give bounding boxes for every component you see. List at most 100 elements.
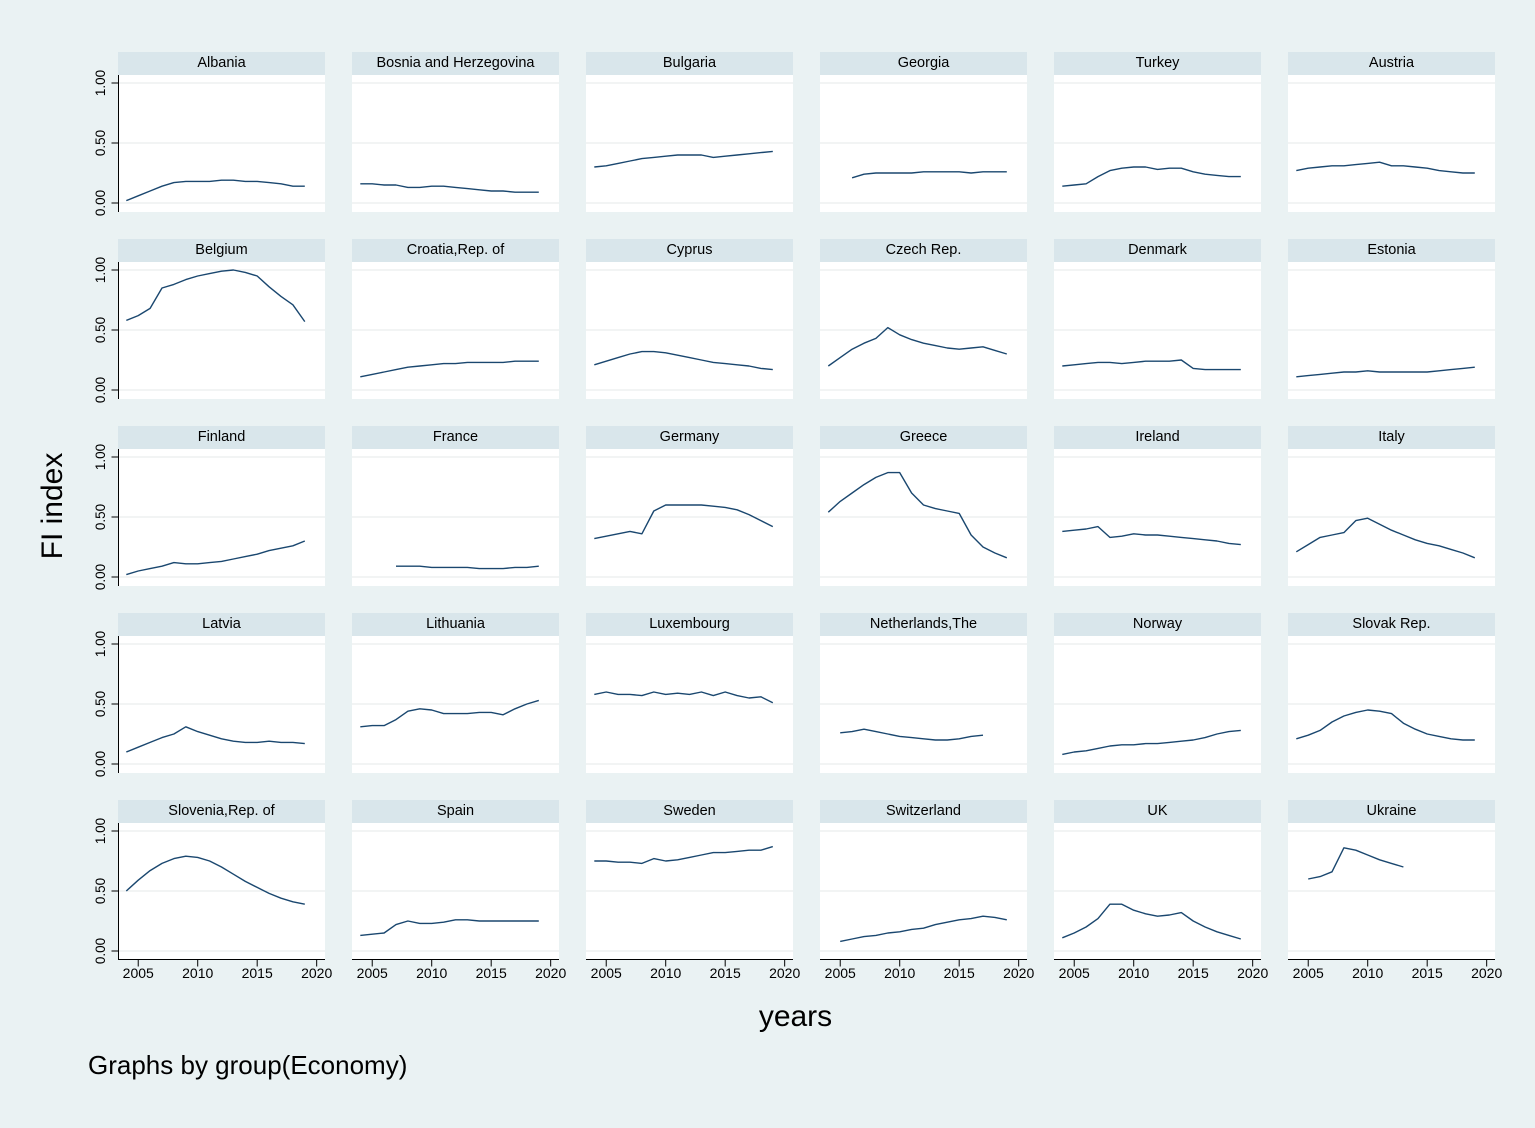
panel-title: Estonia	[1288, 239, 1495, 262]
panel-plot	[1288, 262, 1495, 399]
x-tick-label: 2010	[1352, 965, 1384, 981]
panel-georgia: Georgia	[820, 52, 1027, 212]
panel-title: Slovenia,Rep. of	[118, 800, 325, 823]
panel-ukraine: Ukraine 2005 2010 2015 2020	[1288, 800, 1502, 981]
panel-title: Germany	[586, 426, 793, 449]
panel-plot: 0.00 0.50 1.00 2005 2010 2015 2020	[93, 818, 332, 981]
panel-title: France	[352, 426, 559, 449]
panel-switzerland: Switzerland 2005 2010 2015 2020	[820, 800, 1034, 981]
x-tick-label: 2005	[1058, 965, 1090, 981]
panel-title: Luxembourg	[586, 613, 793, 636]
panel-plot	[820, 262, 1027, 399]
panel-title: Georgia	[820, 52, 1027, 75]
x-tick-label: 2010	[416, 965, 448, 981]
panel-plot	[352, 75, 559, 212]
x-tick-label: 2015	[943, 965, 975, 981]
panel-plot	[586, 636, 793, 773]
x-tick-label: 2020	[301, 965, 333, 981]
panel-title: Switzerland	[820, 800, 1027, 823]
x-tick-label: 2020	[1003, 965, 1035, 981]
panel-spain: Spain 2005 2010 2015 2020	[352, 800, 566, 981]
panel-title: Ukraine	[1288, 800, 1495, 823]
panel-sweden: Sweden 2005 2010 2015 2020	[586, 800, 800, 981]
x-tick-label: 2010	[182, 965, 214, 981]
panel-title: Sweden	[586, 800, 793, 823]
panel-title: Spain	[352, 800, 559, 823]
panel-slovak-rep-: Slovak Rep.	[1288, 613, 1495, 773]
panel-latvia: Latvia 0.00 0.50 1.00	[93, 613, 325, 777]
x-tick-label: 2005	[1292, 965, 1324, 981]
panel-plot	[586, 262, 793, 399]
y-tick-label: 0.00	[93, 563, 108, 591]
panel-title: Norway	[1054, 613, 1261, 636]
panel-plot: 0.00 0.50 1.00	[93, 70, 325, 216]
x-tick-label: 2010	[1118, 965, 1150, 981]
x-tick-label: 2015	[241, 965, 273, 981]
panel-title: Finland	[118, 426, 325, 449]
panel-title: Bulgaria	[586, 52, 793, 75]
panel-belgium: Belgium 0.00 0.50 1.00	[93, 239, 325, 403]
panel-plot	[820, 75, 1027, 212]
panel-bosnia-and-herzegovina: Bosnia and Herzegovina	[352, 52, 559, 212]
y-tick-label: 0.50	[93, 503, 108, 531]
panel-norway: Norway	[1054, 613, 1261, 773]
x-tick-label: 2015	[1177, 965, 1209, 981]
panel-title: Greece	[820, 426, 1027, 449]
panel-title: Bosnia and Herzegovina	[352, 52, 559, 75]
panel-plot	[586, 449, 793, 586]
panel-plot: 2005 2010 2015 2020	[1054, 823, 1268, 981]
panel-grid: Albania 0.00 0.50 1.00 Bosnia and Herzegov…	[93, 52, 1502, 981]
x-tick-label: 2020	[769, 965, 801, 981]
panel-czech-rep-: Czech Rep.	[820, 239, 1027, 399]
panel-title: Czech Rep.	[820, 239, 1027, 262]
y-tick-label: 1.00	[93, 69, 108, 97]
panel-title: Ireland	[1054, 426, 1261, 449]
panel-title: Netherlands,The	[820, 613, 1027, 636]
panel-plot	[586, 75, 793, 212]
panel-turkey: Turkey	[1054, 52, 1261, 212]
panel-finland: Finland 0.00 0.50 1.00	[93, 426, 325, 590]
panel-luxembourg: Luxembourg	[586, 613, 793, 773]
panel-plot	[820, 449, 1027, 586]
panel-plot	[1288, 636, 1495, 773]
y-tick-label: 1.00	[93, 630, 108, 658]
panel-plot	[1054, 262, 1261, 399]
x-tick-label: 2020	[1237, 965, 1269, 981]
x-tick-label: 2005	[356, 965, 388, 981]
x-tick-label: 2005	[122, 965, 154, 981]
panel-cyprus: Cyprus	[586, 239, 793, 399]
panel-lithuania: Lithuania	[352, 613, 559, 773]
panel-plot: 2005 2010 2015 2020	[1288, 823, 1502, 981]
panel-estonia: Estonia	[1288, 239, 1495, 399]
x-tick-label: 2015	[709, 965, 741, 981]
x-tick-label: 2005	[824, 965, 856, 981]
panel-title: Turkey	[1054, 52, 1261, 75]
y-tick-label: 1.00	[93, 256, 108, 284]
panel-title: Austria	[1288, 52, 1495, 75]
y-tick-label: 0.50	[93, 690, 108, 718]
x-tick-label: 2015	[475, 965, 507, 981]
panel-uk: UK 2005 2010 2015 2020	[1054, 800, 1268, 981]
panel-plot: 2005 2010 2015 2020	[820, 823, 1034, 981]
y-tick-label: 0.50	[93, 877, 108, 905]
y-tick-label: 0.00	[93, 937, 108, 965]
panel-albania: Albania 0.00 0.50 1.00	[93, 52, 325, 216]
panel-plot	[1054, 636, 1261, 773]
panel-greece: Greece	[820, 426, 1027, 586]
panel-title: Denmark	[1054, 239, 1261, 262]
panel-plot: 0.00 0.50 1.00	[93, 257, 325, 403]
panel-italy: Italy	[1288, 426, 1495, 586]
x-tick-label: 2010	[650, 965, 682, 981]
panel-germany: Germany	[586, 426, 793, 586]
panel-denmark: Denmark	[1054, 239, 1261, 399]
panel-title: Lithuania	[352, 613, 559, 636]
y-axis-title: FI index	[36, 452, 69, 560]
panel-title: UK	[1054, 800, 1261, 823]
panel-austria: Austria	[1288, 52, 1495, 212]
panel-title: Italy	[1288, 426, 1495, 449]
y-tick-label: 1.00	[93, 817, 108, 845]
panel-plot	[352, 449, 559, 586]
x-tick-label: 2015	[1411, 965, 1443, 981]
x-tick-label: 2005	[590, 965, 622, 981]
panel-croatia-rep-of: Croatia,Rep. of	[352, 239, 559, 399]
